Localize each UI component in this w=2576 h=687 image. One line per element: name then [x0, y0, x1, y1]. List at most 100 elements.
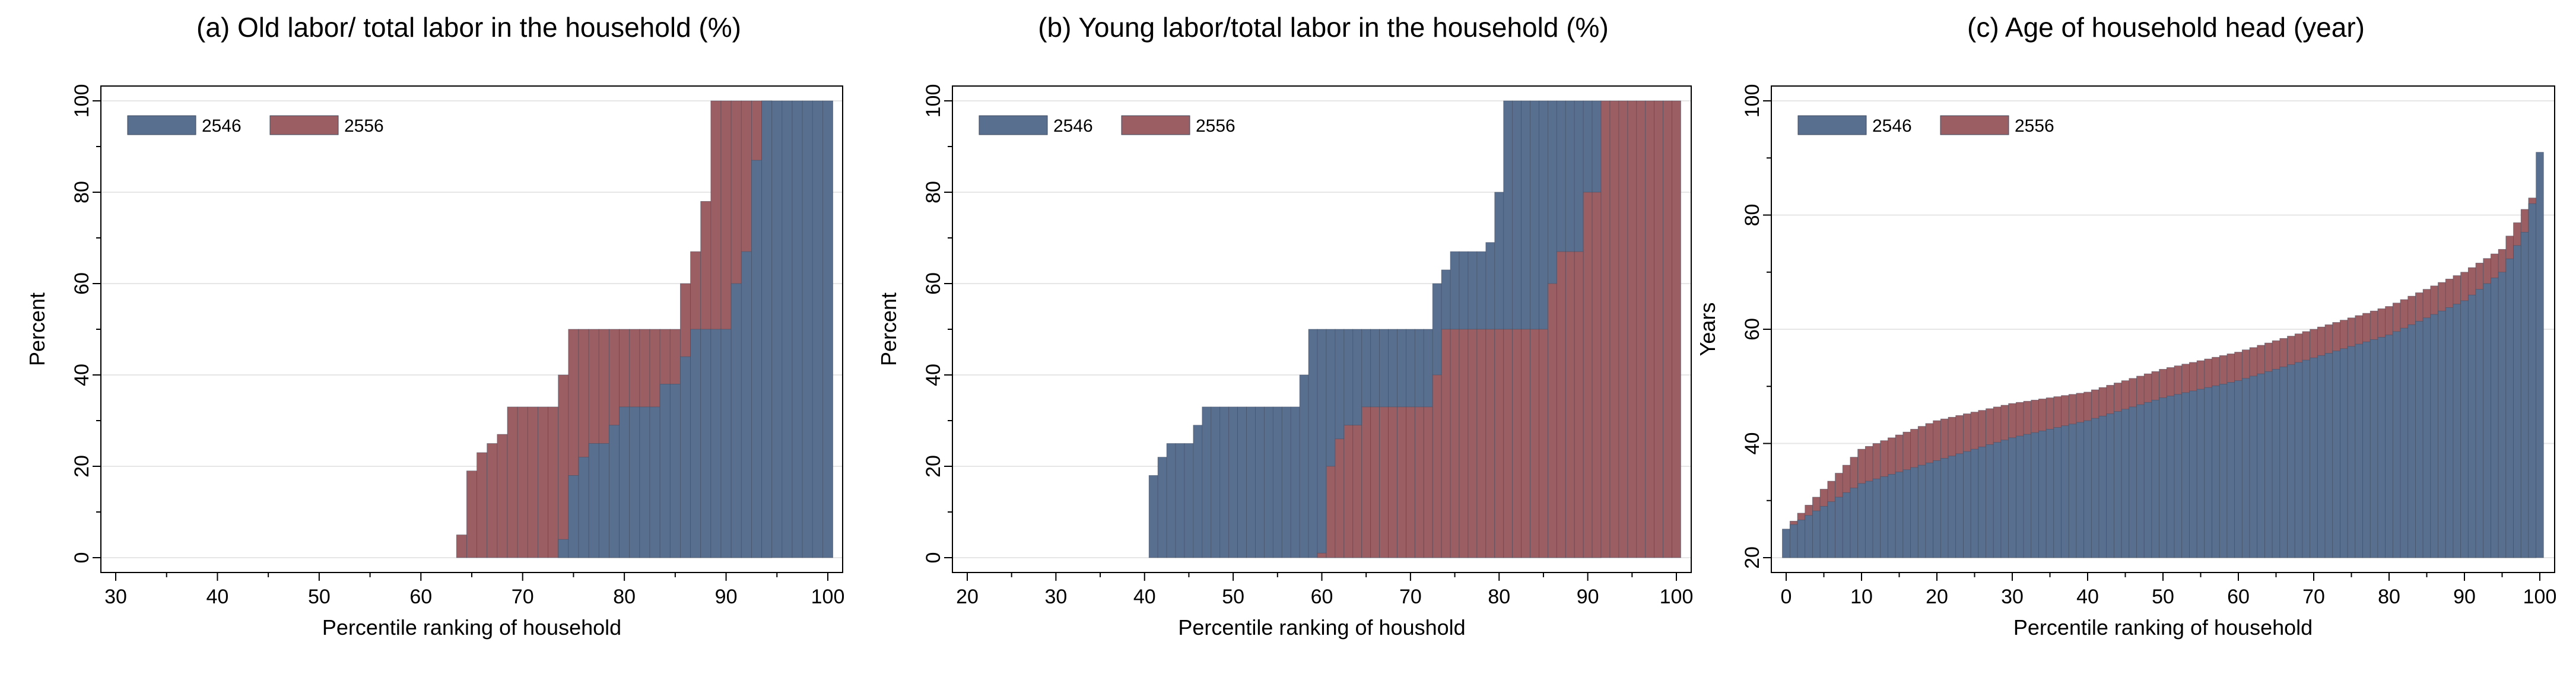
- x-tick-label: 70: [2302, 586, 2325, 608]
- bar-2556: [1521, 329, 1530, 558]
- x-tick-label: 90: [1577, 586, 1599, 608]
- bar-2546: [1895, 472, 1904, 558]
- bar-2546: [1910, 467, 1918, 558]
- bar-2546: [1963, 451, 1971, 558]
- bar-2556: [1476, 329, 1486, 558]
- bar-2546: [1299, 374, 1309, 558]
- bar-2556: [497, 434, 508, 558]
- bar-2556: [1379, 406, 1389, 558]
- bar-2546: [700, 329, 712, 558]
- bar-2546: [578, 457, 589, 558]
- bar-2546: [2520, 231, 2529, 558]
- bar-2546: [2212, 385, 2220, 558]
- bar-2546: [1281, 406, 1291, 558]
- bar-2546: [2355, 344, 2363, 558]
- x-tick-label: 70: [1399, 586, 1422, 608]
- bar-2546: [710, 329, 722, 558]
- bar-2546: [2196, 389, 2205, 558]
- bar-2546: [2114, 411, 2122, 558]
- bar-2546: [2174, 394, 2183, 558]
- chart-title: (b) Young labor/total labor in the house…: [1038, 12, 1609, 43]
- bar-2546: [1237, 406, 1247, 558]
- bar-2556: [1512, 329, 1522, 558]
- legend-label-2556: 2556: [1196, 116, 1235, 136]
- bar-2546: [2264, 371, 2273, 558]
- x-tick-label: 60: [409, 586, 432, 608]
- bar-2556: [1565, 251, 1575, 558]
- bar-2546: [2241, 378, 2250, 558]
- bar-2556: [1459, 329, 1469, 558]
- bar-2556: [1574, 251, 1584, 558]
- legend-label-2556: 2556: [2015, 116, 2054, 136]
- legend-label-2546: 2546: [1872, 116, 1912, 136]
- bar-2546: [598, 443, 609, 558]
- bar-2546: [1902, 469, 1911, 558]
- bar-2556: [1645, 100, 1655, 558]
- bar-2546: [2332, 351, 2340, 558]
- bar-2546: [1842, 492, 1851, 558]
- y-tick-label: 60: [1741, 318, 1764, 341]
- bar-2556: [1485, 329, 1495, 558]
- bar-2556: [1494, 329, 1504, 558]
- bar-2556: [1609, 100, 1619, 558]
- chart-title: (a) Old labor/ total labor in the househ…: [196, 12, 741, 43]
- bar-2546: [1955, 453, 1964, 558]
- bar-2546: [2385, 335, 2393, 558]
- series-2546: [1782, 152, 2544, 558]
- y-tick-label: 80: [1741, 204, 1764, 227]
- bar-2556: [1326, 466, 1336, 558]
- bar-2556: [1663, 100, 1672, 558]
- bar-2556: [1548, 283, 1557, 558]
- bar-2546: [1857, 483, 1866, 558]
- bar-2556: [1636, 100, 1646, 558]
- x-tick-label: 50: [2152, 586, 2174, 608]
- bar-2546: [2400, 327, 2409, 558]
- x-tick-label: 0: [1781, 586, 1792, 608]
- bar-2546: [619, 406, 630, 558]
- bar-2556: [1530, 329, 1539, 558]
- bar-2546: [2453, 304, 2461, 558]
- bar-2546: [1782, 529, 1790, 558]
- bar-2546: [2528, 203, 2537, 558]
- bar-2546: [2415, 321, 2423, 558]
- bar-2546: [1880, 476, 1888, 558]
- y-axis-label: Percent: [876, 292, 901, 366]
- bar-2556: [1672, 100, 1681, 558]
- bar-2546: [2129, 406, 2137, 558]
- y-tick-label: 40: [71, 364, 93, 386]
- bar-2546: [2272, 368, 2280, 558]
- bar-2546: [2121, 409, 2130, 558]
- series-2556: [1317, 100, 1681, 558]
- bar-2546: [1993, 442, 2002, 558]
- legend-swatch-2546: [979, 115, 1048, 135]
- legend-label-2546: 2546: [1053, 116, 1093, 136]
- bar-2546: [2505, 258, 2514, 558]
- x-tick-label: 50: [308, 586, 331, 608]
- bar-2546: [1864, 481, 1873, 558]
- panel-a: (a) Old labor/ total labor in the househ…: [25, 12, 844, 640]
- bar-2556: [558, 374, 569, 558]
- bar-2546: [2369, 339, 2378, 558]
- bar-2546: [680, 356, 691, 558]
- bar-2556: [1468, 329, 1478, 558]
- bar-2546: [1202, 406, 1212, 558]
- bar-2546: [1872, 478, 1881, 558]
- bar-2546: [1835, 497, 1843, 558]
- bar-2556: [1397, 406, 1406, 558]
- bar-2546: [1797, 520, 1806, 558]
- x-axis-label: Percentile ranking of household: [2013, 615, 2313, 640]
- bar-2556: [1441, 329, 1451, 558]
- panel-b: (b) Young labor/total labor in the house…: [876, 12, 1693, 640]
- bar-2556: [1343, 425, 1354, 558]
- bar-2546: [2045, 429, 2054, 558]
- bar-2556: [1406, 406, 1415, 558]
- bar-2546: [2491, 277, 2499, 558]
- bar-2546: [2513, 245, 2521, 558]
- x-tick-label: 80: [1488, 586, 1510, 608]
- x-tick-label: 30: [1044, 586, 1067, 608]
- bar-2546: [2460, 300, 2469, 558]
- bar-2546: [2015, 435, 2024, 558]
- bar-2546: [1970, 449, 1979, 558]
- bar-2556: [477, 452, 488, 558]
- bar-2546: [2143, 402, 2152, 558]
